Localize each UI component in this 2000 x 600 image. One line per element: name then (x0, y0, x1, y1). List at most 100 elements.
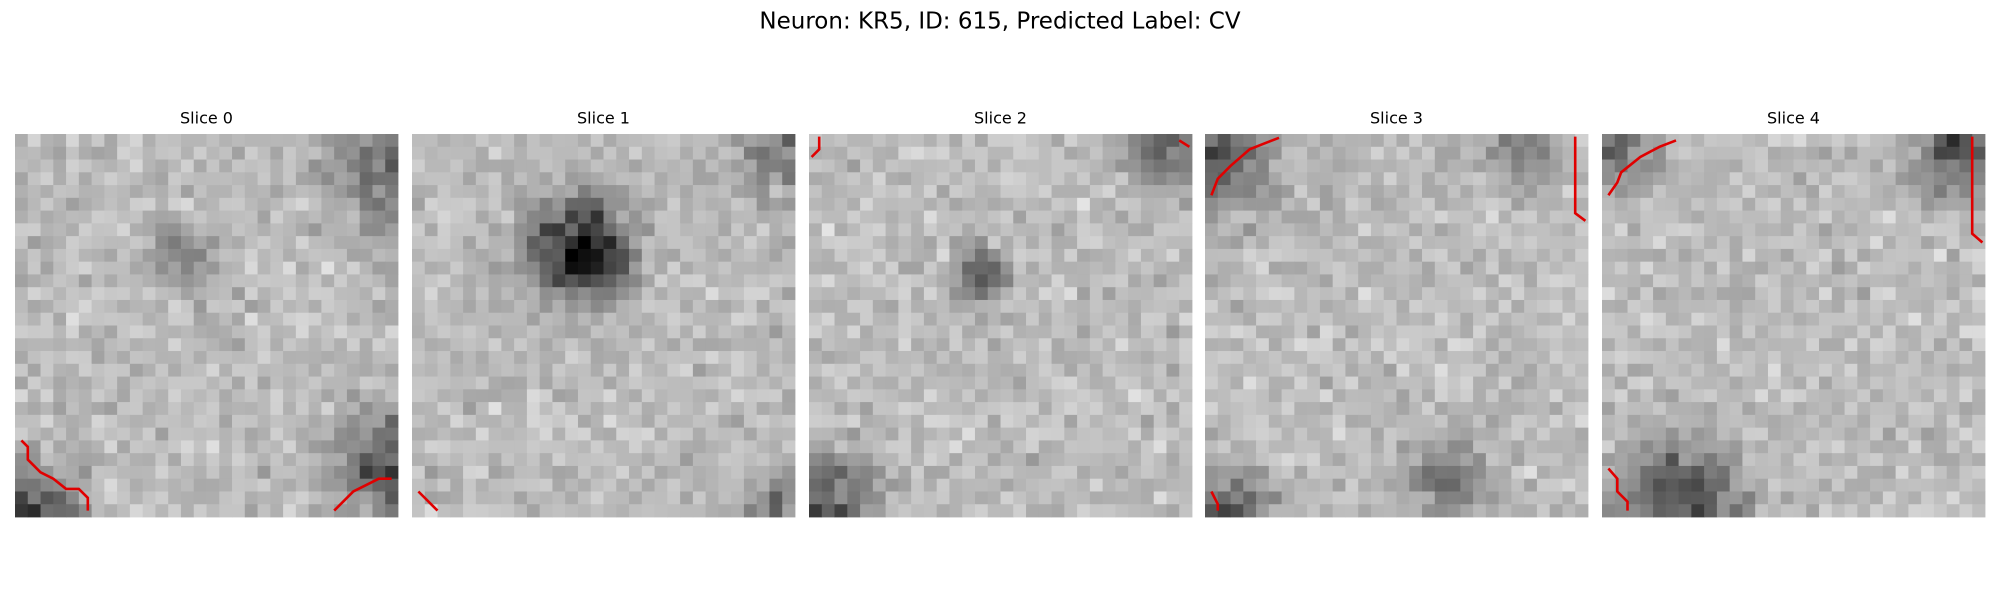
pixel (743, 402, 758, 416)
pixel (590, 236, 604, 250)
pixel (1089, 197, 1104, 211)
pixel (1370, 223, 1385, 237)
pixel (321, 299, 335, 314)
pixel (1704, 465, 1718, 480)
pixel (1396, 504, 1410, 518)
pixel (1627, 185, 1641, 199)
pixel (412, 134, 426, 148)
pixel (1000, 389, 1014, 403)
pixel (1230, 402, 1244, 416)
pixel (962, 427, 976, 441)
pixel (1691, 299, 1705, 314)
pixel (641, 376, 655, 390)
pixel (1038, 389, 1052, 403)
pixel (1256, 236, 1270, 250)
pixel (1434, 210, 1448, 224)
pixel (1498, 440, 1512, 454)
slice-image (809, 134, 1193, 518)
pixel (1128, 363, 1142, 377)
pixel (334, 197, 348, 211)
pixel (1895, 274, 1909, 288)
pixel (437, 453, 451, 467)
pixel (1857, 440, 1871, 454)
pixel (53, 427, 67, 441)
pixel (1409, 504, 1423, 518)
pixel (936, 453, 950, 467)
pixel (270, 414, 284, 429)
pixel (437, 465, 451, 480)
pixel (1729, 351, 1743, 365)
pixel (1742, 453, 1756, 467)
pixel (731, 134, 745, 148)
pixel (1627, 465, 1641, 480)
pixel (1729, 261, 1743, 275)
pixel (78, 210, 92, 224)
pixel (346, 261, 361, 275)
pixel (1933, 376, 1948, 390)
pixel (1921, 504, 1935, 518)
pixel (1946, 440, 1960, 454)
pixel (15, 172, 29, 186)
pixel (1422, 299, 1436, 314)
pixel (514, 478, 528, 492)
pixel (1026, 261, 1040, 275)
pixel (1089, 287, 1104, 301)
pixel (1691, 236, 1705, 250)
pixel (78, 197, 92, 211)
pixel (1704, 287, 1718, 301)
pixel (1895, 363, 1909, 377)
pixel (1230, 453, 1244, 467)
pixel (1409, 287, 1423, 301)
pixel (552, 453, 566, 467)
pixel (1256, 210, 1270, 224)
pixel (872, 402, 886, 416)
pixel (91, 159, 105, 173)
pixel (1345, 414, 1359, 429)
pixel (834, 172, 848, 186)
pixel (372, 363, 386, 377)
pixel (1166, 465, 1180, 480)
pixel (117, 491, 131, 505)
pixel (424, 299, 438, 314)
pixel (1742, 274, 1756, 288)
pixel (193, 248, 207, 263)
pixel (321, 236, 335, 250)
pixel (168, 274, 182, 288)
contour (20, 439, 90, 511)
pixel (1383, 185, 1397, 199)
pixel (629, 453, 643, 467)
pixel (1128, 427, 1142, 441)
pixel (1319, 491, 1334, 505)
pixel (821, 389, 835, 403)
pixel (1013, 478, 1027, 492)
pixel (1640, 312, 1654, 326)
pixel (142, 197, 156, 211)
pixel (552, 236, 566, 250)
pixel (295, 287, 310, 301)
pixel (577, 261, 592, 275)
pixel (526, 146, 541, 160)
pixel (987, 287, 1001, 301)
pixel (782, 504, 796, 518)
pixel (872, 274, 886, 288)
pixel (603, 465, 617, 480)
pixel (1409, 414, 1423, 429)
pixel (1678, 261, 1692, 275)
pixel (667, 172, 681, 186)
pixel (860, 185, 874, 199)
pixel (359, 351, 373, 365)
pixel (731, 274, 745, 288)
pixel (552, 312, 566, 326)
pixel (1498, 261, 1512, 275)
pixel (1038, 274, 1052, 288)
pixel (1115, 440, 1129, 454)
pixel (27, 299, 41, 314)
pixel (769, 210, 783, 224)
pixel (40, 491, 54, 505)
pixel (936, 338, 950, 352)
pixel (949, 210, 963, 224)
pixel (91, 491, 105, 505)
pixel (1013, 261, 1027, 275)
pixel (898, 376, 912, 390)
pixel (1959, 504, 1973, 518)
